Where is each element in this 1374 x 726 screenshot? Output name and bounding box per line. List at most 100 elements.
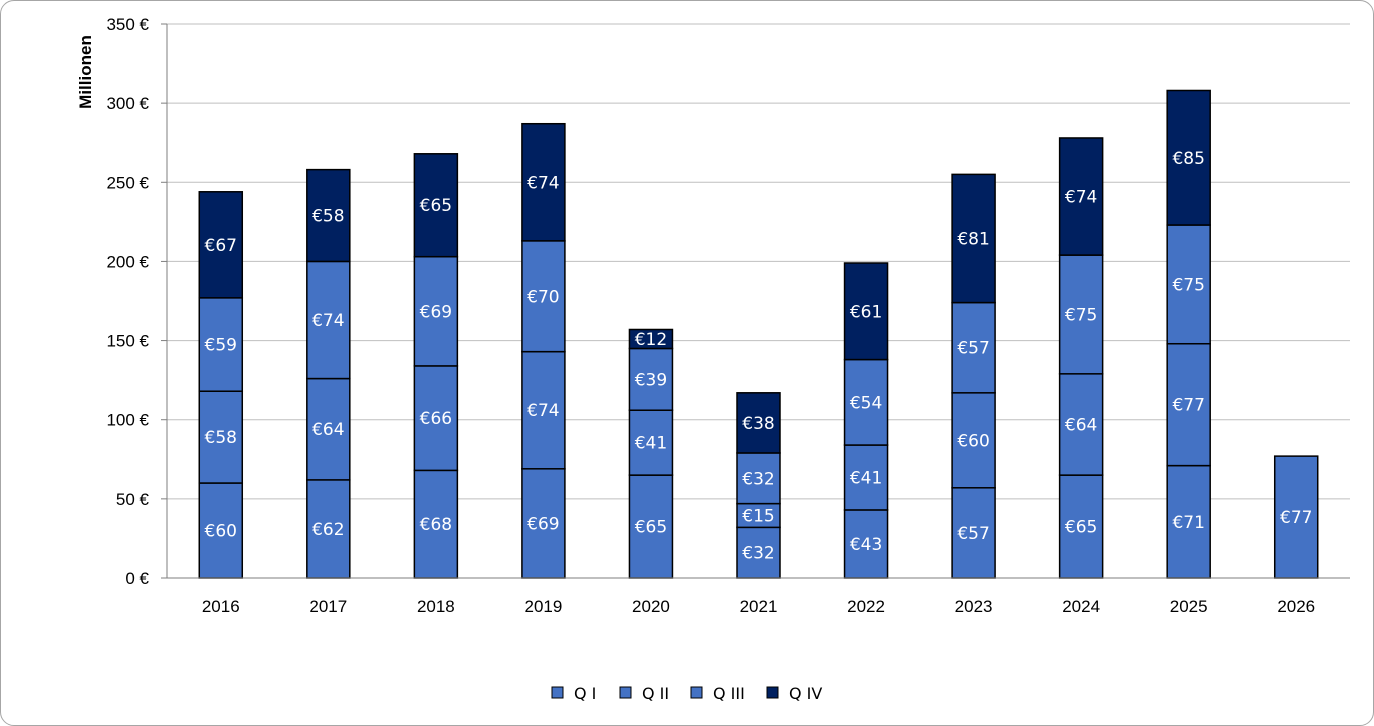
data-label: €57 — [957, 524, 989, 544]
x-tick-label: 2025 — [1170, 597, 1208, 616]
bar-segment — [521, 468, 566, 579]
data-label: €60 — [205, 522, 237, 542]
legend-swatch — [766, 686, 779, 699]
x-tick-label: 2019 — [524, 597, 562, 616]
bar-segment — [843, 358, 889, 446]
data-label: €32 — [742, 469, 774, 489]
data-label: €64 — [312, 420, 344, 440]
data-label: €12 — [635, 330, 667, 350]
bar-segment — [413, 469, 459, 579]
data-label: €69 — [527, 514, 559, 534]
bar-segment — [413, 255, 459, 367]
bar-segment — [1058, 254, 1104, 375]
data-label: €75 — [1065, 305, 1097, 325]
data-label: €74 — [527, 401, 559, 421]
data-label: €70 — [527, 287, 559, 307]
bar-segment — [198, 297, 244, 392]
bar-segment — [628, 474, 674, 579]
bar-segment — [198, 191, 244, 299]
data-label: €59 — [205, 336, 237, 356]
data-label: €65 — [635, 518, 667, 538]
data-label: €15 — [742, 506, 774, 526]
data-label: €38 — [742, 414, 774, 434]
bar-segment — [843, 262, 889, 361]
data-label: €69 — [420, 302, 452, 322]
bar-segment — [628, 409, 674, 476]
bar-segment — [628, 328, 674, 350]
bar-segment — [521, 240, 566, 353]
data-label: €67 — [205, 236, 237, 256]
data-label: €43 — [850, 535, 882, 555]
bar-segment — [951, 301, 996, 394]
x-tick-label: 2022 — [847, 597, 885, 616]
y-tick-label: 0 € — [125, 569, 149, 588]
bar-segment — [736, 392, 781, 454]
legend-swatch — [619, 686, 632, 699]
y-tick-label: 100 € — [106, 411, 149, 430]
legend-swatch — [551, 686, 564, 699]
data-label: €66 — [420, 409, 452, 429]
bar-segment — [628, 347, 674, 411]
data-label: €32 — [742, 544, 774, 564]
legend-label: Q II — [642, 684, 669, 703]
data-label: €85 — [1172, 149, 1204, 169]
axes — [166, 24, 1350, 579]
x-tick-label: 2020 — [632, 597, 670, 616]
y-tick-label: 350 € — [106, 15, 149, 34]
bar-segment — [413, 153, 459, 258]
bar-segment — [1058, 373, 1104, 476]
data-label: €58 — [205, 428, 237, 448]
bar-segment — [951, 173, 996, 304]
data-label: €64 — [1065, 415, 1097, 435]
data-label: €60 — [957, 431, 989, 451]
data-label: €57 — [957, 339, 989, 359]
data-label: €65 — [1065, 518, 1097, 538]
legend: Q I Q II Q III Q IV — [551, 684, 822, 703]
data-label: €81 — [957, 229, 989, 249]
data-label: €75 — [1172, 275, 1204, 295]
bar-segment — [306, 168, 351, 263]
bar-segment — [521, 122, 566, 242]
bar-segment — [413, 365, 459, 472]
data-label: €71 — [1172, 513, 1204, 533]
legend-label: Q I — [574, 684, 596, 703]
x-tick-label: 2017 — [309, 597, 347, 616]
y-tick-label: 200 € — [106, 252, 149, 271]
bars — [198, 89, 1319, 579]
data-label: €74 — [527, 173, 559, 193]
legend-swatch — [690, 686, 703, 699]
data-label: €65 — [420, 196, 452, 216]
y-tick-label: 300 € — [106, 94, 149, 113]
x-tick-label: 2021 — [740, 597, 778, 616]
data-label: €41 — [850, 468, 882, 488]
x-axis-ticks: 2016 2017 2018 2019 2020 2021 2022 2023 2024 2025… — [202, 597, 1315, 616]
data-labels: €60 €58 €59 €67 €62 €64 €74 €58 €68 €66 €69 €65 €69 €… — [205, 149, 1313, 564]
bar-segment — [1166, 464, 1211, 579]
data-label: €77 — [1280, 508, 1312, 528]
x-tick-label: 2016 — [202, 597, 240, 616]
x-tick-label: 2024 — [1062, 597, 1100, 616]
data-label: €77 — [1172, 396, 1204, 416]
bar-segment — [1273, 455, 1319, 579]
data-label: €74 — [312, 311, 344, 331]
bar-segment — [1058, 137, 1104, 256]
data-label: €39 — [635, 370, 667, 390]
bar-segment — [198, 390, 244, 484]
data-label: €58 — [312, 207, 344, 227]
legend-label: Q III — [713, 684, 745, 703]
bar-segment — [306, 260, 351, 380]
x-tick-label: 2023 — [955, 597, 993, 616]
data-label: €74 — [1065, 188, 1097, 208]
data-label: €54 — [850, 393, 882, 413]
y-axis-ticks: 0 € 50 € 100 € 150 € 200 € 250 € 300 € 350 € — [106, 15, 167, 588]
bar-segment — [1058, 474, 1104, 579]
bar-segment — [843, 444, 889, 511]
bar-segment — [521, 350, 566, 470]
data-label: €62 — [312, 520, 344, 540]
y-tick-label: 250 € — [106, 173, 149, 192]
y-tick-label: 50 € — [116, 490, 150, 509]
legend-label: Q IV — [789, 684, 822, 703]
y-axis-label: Millionen — [76, 35, 95, 109]
data-label: €61 — [850, 302, 882, 322]
gridlines — [167, 23, 1350, 500]
